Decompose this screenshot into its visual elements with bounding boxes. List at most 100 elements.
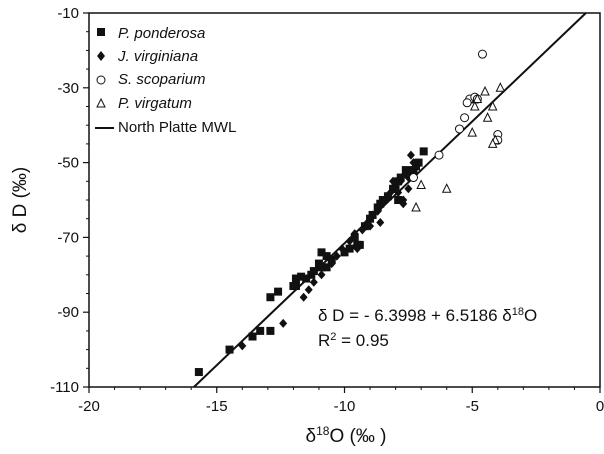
- point-virginiana: [396, 176, 405, 186]
- x-tick-label: -15: [206, 398, 228, 415]
- point-virginiana: [353, 244, 362, 254]
- point-ponderosa: [291, 274, 300, 283]
- point-virgatum: [469, 100, 480, 111]
- r-squared-label: R2 = 0.95: [318, 331, 389, 350]
- point-virginiana: [386, 188, 395, 198]
- point-ponderosa: [322, 263, 331, 272]
- point-ponderosa: [419, 147, 428, 156]
- point-ponderosa: [248, 332, 257, 341]
- point-virgatum: [467, 127, 478, 137]
- point-virginiana: [304, 285, 313, 295]
- r-squared-sup: 2: [330, 331, 336, 343]
- point-virgatum: [416, 179, 426, 190]
- y-tick-label: -70: [57, 229, 79, 246]
- legend-label-virginiana: J. virginiana: [117, 48, 198, 65]
- x-tick-label: -5: [466, 398, 479, 415]
- legend-label-virgatum: P. virgatum: [118, 95, 192, 112]
- axis-ticks: [83, 12, 601, 393]
- y-tick-label: -50: [57, 155, 79, 172]
- point-ponderosa: [256, 326, 265, 335]
- point-virginiana: [412, 161, 421, 171]
- point-scoparium: [460, 113, 470, 123]
- x-tick-labels: -20 -15 -10 -5 0: [78, 398, 604, 415]
- regression-equation-sup: 18: [512, 306, 524, 318]
- legend-marker-virgatum: [96, 97, 106, 108]
- point-virgatum: [482, 112, 493, 122]
- point-virginiana: [279, 318, 288, 328]
- legend-label-mwl: North Platte MWL: [118, 119, 236, 136]
- point-virginiana: [327, 259, 336, 269]
- legend: P. ponderosa J. virginiana S. scoparium …: [95, 25, 236, 136]
- series-layer: [193, 12, 587, 388]
- point-ponderosa: [355, 240, 364, 249]
- x-axis-title: δ18O (‰ ): [306, 424, 387, 447]
- point-virginiana: [299, 292, 308, 302]
- legend-marker-scoparium: [96, 75, 106, 85]
- x-axis-title-sup: 18: [316, 424, 330, 438]
- point-scoparium: [462, 98, 472, 108]
- point-virginiana: [399, 199, 408, 209]
- series-1: [238, 150, 421, 351]
- r-squared-suffix: = 0.95: [336, 331, 388, 350]
- point-virgatum: [411, 201, 421, 212]
- point-ponderosa: [317, 263, 326, 272]
- point-virginiana: [394, 188, 403, 198]
- point-virginiana: [376, 217, 385, 227]
- point-virginiana: [404, 184, 413, 194]
- point-virgatum: [487, 138, 498, 148]
- y-tick-labels: -110 -90 -70 -50 -30 -10: [50, 5, 79, 396]
- x-tick-label: -10: [334, 398, 356, 415]
- legend-label-ponderosa: P. ponderosa: [118, 25, 205, 42]
- point-ponderosa: [340, 248, 349, 257]
- point-ponderosa: [266, 293, 275, 302]
- point-virgatum: [441, 183, 452, 193]
- legend-marker-ponderosa: [97, 28, 105, 36]
- x-tick-label: 0: [596, 398, 604, 415]
- point-scoparium: [408, 173, 418, 183]
- r-squared-prefix: R: [318, 331, 330, 350]
- point-virginiana: [337, 244, 346, 254]
- regression-equation: δ D = - 6.3998 + 6.5186 δ18O: [318, 306, 537, 325]
- y-axis-title: δ D (‰): [10, 167, 31, 234]
- series-3: [411, 82, 506, 212]
- point-virgatum: [480, 85, 490, 96]
- point-virginiana: [350, 229, 359, 239]
- point-virginiana: [358, 225, 367, 235]
- x-axis-title-main: O (‰ ): [329, 426, 386, 447]
- point-virginiana: [332, 251, 341, 261]
- regression-equation-suffix: O: [524, 306, 537, 325]
- point-virginiana: [406, 150, 415, 160]
- point-virginiana: [345, 236, 354, 246]
- point-ponderosa: [322, 252, 331, 261]
- point-scoparium: [477, 49, 487, 59]
- point-ponderosa: [345, 244, 354, 253]
- point-ponderosa: [360, 222, 369, 231]
- y-tick-label: -90: [57, 304, 79, 321]
- point-virginiana: [366, 221, 375, 231]
- point-virginiana: [317, 270, 326, 280]
- point-virginiana: [238, 341, 247, 351]
- point-virgatum: [495, 82, 506, 92]
- point-ponderosa: [194, 368, 203, 377]
- point-ponderosa: [394, 196, 403, 204]
- point-virgatum: [487, 100, 498, 111]
- y-tick-label: -110: [50, 379, 79, 396]
- legend-marker-virginiana: [97, 51, 105, 61]
- regression-equation-main: δ D = - 6.3998 + 6.5186 δ: [318, 306, 512, 325]
- point-virginiana: [309, 277, 318, 287]
- point-ponderosa: [317, 248, 326, 257]
- legend-label-scoparium: S. scoparium: [118, 71, 206, 88]
- y-tick-label: -10: [57, 5, 79, 22]
- point-ponderosa: [309, 267, 318, 276]
- point-scoparium: [434, 150, 444, 160]
- point-ponderosa: [297, 272, 306, 281]
- y-tick-label: -30: [57, 80, 79, 97]
- point-ponderosa: [274, 287, 283, 296]
- point-virginiana: [368, 210, 377, 220]
- x-tick-label: -20: [78, 398, 100, 415]
- x-axis-title-prefix: δ: [306, 426, 317, 447]
- point-ponderosa: [225, 345, 234, 354]
- point-virginiana: [373, 206, 382, 216]
- point-virginiana: [391, 180, 400, 190]
